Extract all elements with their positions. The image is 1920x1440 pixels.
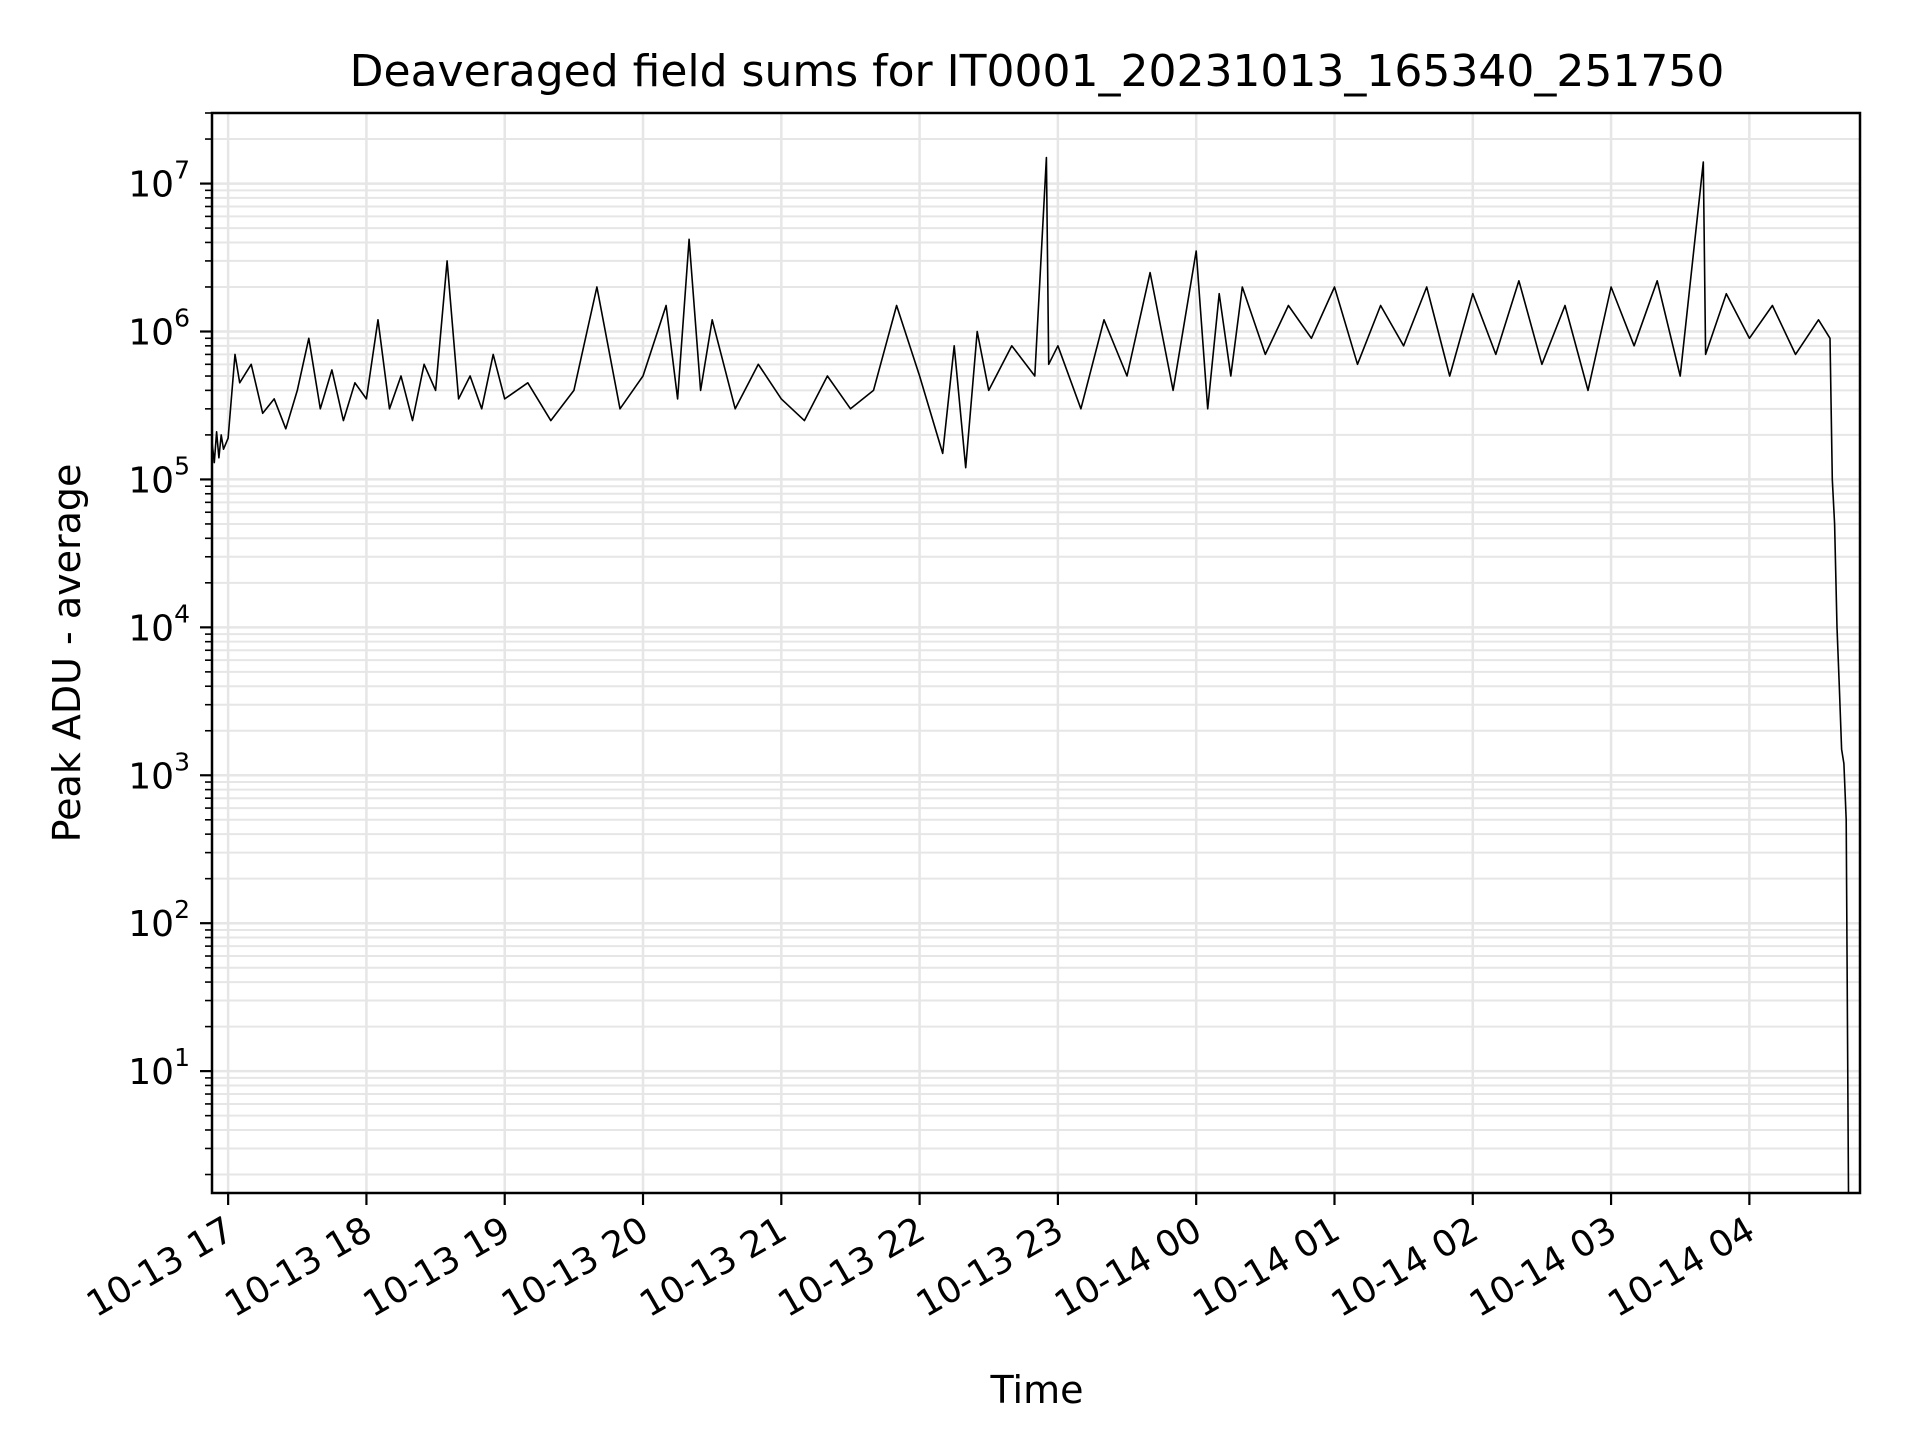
y-tick-label: 104 bbox=[128, 599, 190, 649]
y-axis-label: Peak ADU - average bbox=[45, 464, 89, 843]
x-axis-label: Time bbox=[990, 1368, 1084, 1412]
x-tick-label: 10-14 01 bbox=[1186, 1209, 1347, 1325]
x-tick-label: 10-14 03 bbox=[1463, 1209, 1624, 1325]
y-tick-label: 106 bbox=[128, 304, 190, 354]
y-tick-label: 103 bbox=[128, 747, 190, 797]
plot-frame bbox=[210, 111, 1862, 1195]
x-tick-label: 10-13 20 bbox=[495, 1209, 656, 1325]
y-tick-label: 107 bbox=[128, 156, 190, 206]
y-tick-label: 105 bbox=[128, 451, 190, 501]
series-layer bbox=[211, 156, 1850, 1194]
series-line bbox=[211, 156, 1850, 1194]
x-tick-label: 10-13 21 bbox=[633, 1209, 794, 1325]
x-tick-label: 10-13 23 bbox=[910, 1209, 1071, 1325]
grid-layer bbox=[212, 112, 1860, 1193]
x-tick-label: 10-13 18 bbox=[218, 1209, 379, 1325]
x-tick-label: 10-14 00 bbox=[1048, 1209, 1209, 1325]
chart-title: Deaveraged field sums for IT0001_2023101… bbox=[350, 46, 1725, 97]
y-tick-label: 101 bbox=[128, 1043, 190, 1093]
x-tick-label: 10-13 22 bbox=[771, 1209, 932, 1325]
x-tick-label: 10-14 04 bbox=[1601, 1209, 1762, 1325]
x-tick-label: 10-14 02 bbox=[1325, 1209, 1486, 1325]
x-tick-label: 10-13 19 bbox=[357, 1209, 518, 1325]
y-tick-label: 102 bbox=[128, 895, 190, 945]
x-tick-label: 10-13 17 bbox=[80, 1209, 241, 1325]
